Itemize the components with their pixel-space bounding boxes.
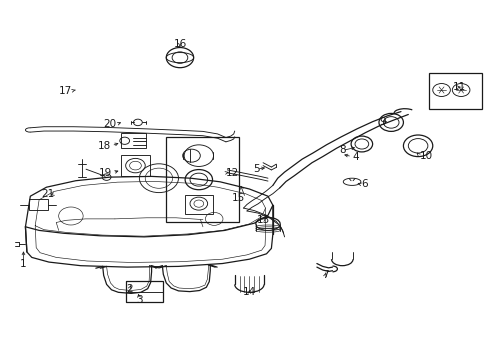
Text: 20: 20 bbox=[103, 119, 116, 129]
Text: 18: 18 bbox=[98, 141, 111, 151]
Text: 6: 6 bbox=[360, 179, 367, 189]
Text: 1: 1 bbox=[20, 258, 27, 269]
Text: 11: 11 bbox=[452, 82, 466, 92]
Text: 8: 8 bbox=[338, 145, 345, 156]
Text: 14: 14 bbox=[242, 287, 256, 297]
Bar bbox=[428, 73, 481, 109]
Bar bbox=[166, 137, 238, 222]
Text: 15: 15 bbox=[232, 193, 245, 203]
Text: 4: 4 bbox=[351, 152, 358, 162]
Text: 7: 7 bbox=[321, 270, 328, 280]
Bar bbox=[29, 199, 48, 210]
Text: 19: 19 bbox=[99, 168, 112, 178]
Text: 2: 2 bbox=[126, 284, 133, 294]
Text: 12: 12 bbox=[225, 168, 239, 178]
Bar bbox=[121, 155, 149, 176]
Text: 5: 5 bbox=[253, 164, 260, 174]
Bar bbox=[121, 133, 145, 148]
Text: 21: 21 bbox=[41, 189, 55, 199]
Text: 13: 13 bbox=[256, 215, 269, 225]
Text: 17: 17 bbox=[59, 86, 72, 96]
Bar bbox=[126, 281, 163, 302]
Text: 3: 3 bbox=[136, 294, 142, 305]
Text: 10: 10 bbox=[419, 150, 432, 161]
Text: 9: 9 bbox=[378, 117, 385, 127]
Text: 16: 16 bbox=[173, 39, 186, 49]
Bar bbox=[185, 195, 212, 215]
